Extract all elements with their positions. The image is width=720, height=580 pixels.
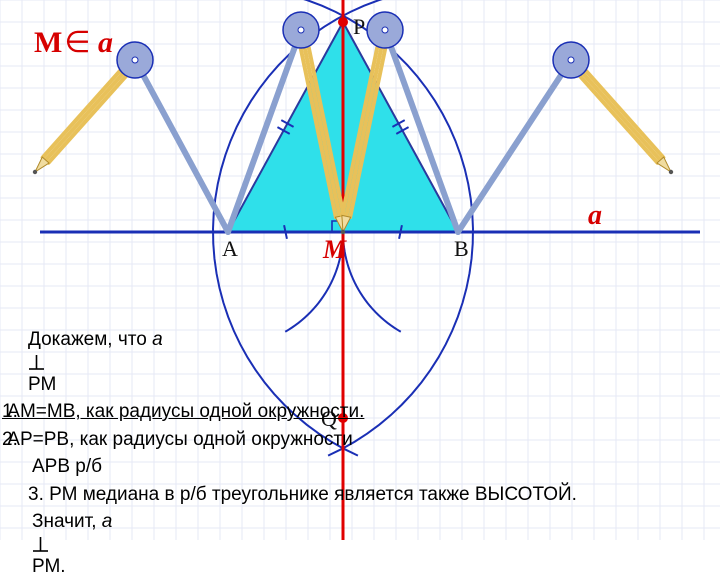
perp-icon: [28, 354, 45, 371]
proof-item-1: 1. АМ=МВ, как радиусы одной окружности.: [28, 398, 577, 426]
proof-last: Значит, а РМ.: [28, 508, 577, 580]
text: 3. РМ медиана в р/б треугольнике являетс…: [28, 484, 577, 505]
label: М: [322, 235, 347, 264]
label: Р: [353, 14, 365, 39]
perp-icon: [32, 536, 49, 553]
proof-item-2b: АРВ р/б: [28, 453, 577, 481]
text: АР=РВ, как радиусы одной окружности: [2, 429, 353, 450]
text: Докажем, что: [28, 329, 152, 350]
proof-text: Докажем, что а РМ 1. АМ=МВ, как радиусы …: [0, 326, 577, 580]
text: РМ: [28, 374, 56, 395]
relation-label: М∈ a: [34, 26, 113, 59]
label: B: [454, 236, 469, 261]
proof-item-3: 3. РМ медиана в р/б треугольнике являетс…: [28, 481, 577, 509]
text: АМ=МВ, как радиусы одной окружности.: [2, 401, 364, 422]
text: Значит,: [32, 511, 102, 532]
proof-line-1: Докажем, что а РМ: [28, 326, 577, 398]
text-a: а: [102, 511, 113, 532]
proof-item-2: 2. АР=РВ, как радиусы одной окружности: [28, 426, 577, 454]
point-p: [338, 17, 348, 27]
text: РМ.: [32, 556, 66, 577]
label: A: [222, 236, 238, 261]
label: a: [588, 200, 602, 231]
text: АРВ р/б: [32, 456, 102, 477]
text-a: а: [152, 329, 163, 350]
